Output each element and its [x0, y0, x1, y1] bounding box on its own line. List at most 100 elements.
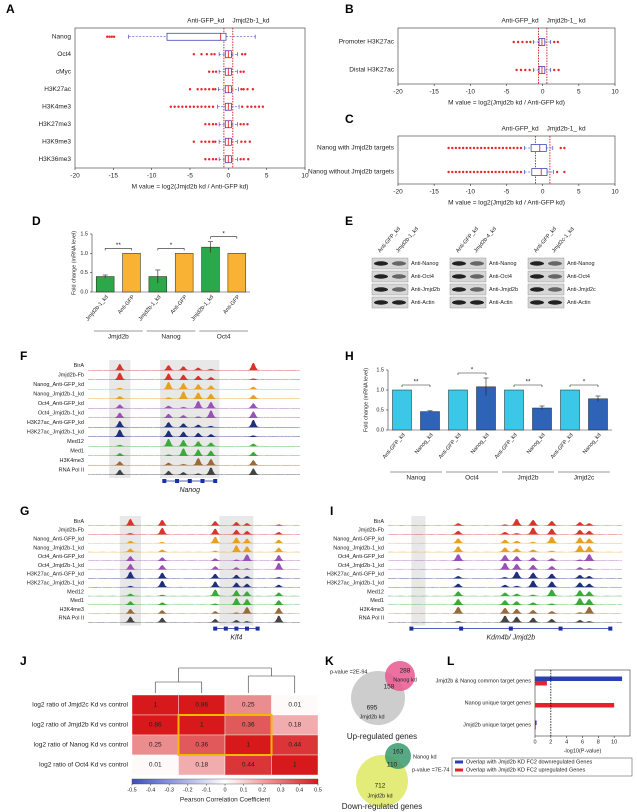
outlier — [512, 40, 515, 44]
x-tick-label: Anti-GFP_kd — [382, 432, 407, 460]
panel-label: K — [325, 654, 334, 668]
row-label: Anti-Actin — [567, 300, 591, 306]
venn-count: 712 — [375, 783, 386, 790]
outlier — [106, 35, 109, 38]
cell-label: 0.25 — [149, 742, 162, 749]
category-label: cMyc — [56, 68, 72, 75]
blot-band — [392, 261, 406, 266]
track-label: BirA — [74, 363, 85, 369]
outlier — [261, 105, 265, 108]
blot-band — [374, 261, 388, 266]
outlier — [244, 140, 247, 143]
venn-circle — [385, 743, 411, 769]
x-tick-label: -15 — [429, 89, 439, 96]
x-tick-label: Anti-GFP_kd — [438, 432, 463, 460]
outlier — [173, 105, 176, 108]
bar — [535, 676, 623, 681]
outlier — [214, 88, 217, 91]
category-label: H3K4me3 — [42, 103, 71, 110]
cell-label: 0.01 — [288, 702, 301, 709]
track-label: Med1 — [370, 598, 384, 604]
track-label: Oct4_Anti-GFP_kd — [38, 554, 84, 560]
x-tick-label: 0 — [541, 189, 545, 196]
venn-title: Down-regulated genes — [342, 802, 423, 811]
track-label: H3K4me3 — [60, 607, 84, 613]
y-tick-label: 0.5 — [376, 407, 384, 413]
bar — [448, 389, 468, 431]
outlier — [498, 146, 501, 150]
outlier — [447, 146, 450, 150]
outlier — [204, 88, 207, 91]
significance-label: * — [222, 230, 225, 237]
track-label: Nanog_Jmjd2b-1_kd — [333, 545, 384, 551]
blot-band — [548, 300, 562, 305]
outlier — [508, 170, 512, 174]
venn-count: 695 — [367, 705, 378, 712]
venn-circle — [385, 661, 415, 691]
outlier — [555, 170, 559, 174]
outlier — [479, 146, 483, 150]
track-label: Oct4_Anti-GFP_kd — [38, 401, 84, 407]
y-axis-label: Fold change (mRNA level) — [71, 231, 77, 295]
outlier — [211, 123, 215, 126]
exon — [175, 479, 180, 483]
outlier — [204, 158, 207, 161]
track-label: Nanog_Jmjd2b-1_kd — [33, 545, 84, 551]
p-value: p-value =7E-74 — [412, 767, 449, 773]
cell-label: 0.86 — [149, 722, 162, 729]
outlier — [214, 140, 217, 143]
blot-background — [449, 296, 487, 309]
track-label: H3K27ac_Anti-GFP_kd — [27, 420, 84, 426]
outlier — [505, 170, 508, 174]
cell-label: 1 — [200, 722, 204, 729]
y-tick-label: 1.0 — [80, 251, 88, 257]
venn-count: 158 — [384, 684, 395, 691]
blot-band — [392, 274, 406, 279]
outlier — [207, 123, 211, 126]
outlier — [240, 105, 244, 108]
track-signal — [388, 536, 622, 544]
outlier — [214, 158, 218, 161]
track-signal — [88, 527, 300, 535]
colorbar-label: Pearson Correlation Coefficient — [180, 797, 270, 804]
panel-label: J — [20, 654, 27, 668]
exon — [200, 479, 205, 483]
blot-background — [449, 257, 487, 270]
outlier — [553, 40, 556, 44]
category-label: H3K9me3 — [42, 138, 71, 145]
outlier — [524, 68, 527, 72]
colorbar-tick-label: 0.4 — [296, 787, 304, 793]
significance-label: ** — [525, 379, 531, 386]
row-label: log2 ratio of Nanog Kd vs control — [34, 742, 129, 749]
track-signal — [388, 519, 622, 526]
outlier — [525, 40, 528, 44]
outlier — [501, 146, 505, 150]
row-label: Anti-Jmjd2b — [489, 287, 518, 293]
blot-band — [530, 300, 544, 305]
x-tick-label: 0 — [227, 173, 231, 180]
legend-label: Overlap with Jmjd2b KD FC2 upregulated G… — [466, 767, 585, 773]
x-tick-label: -5 — [187, 173, 193, 180]
x-tick-label: Jmjd2b-1_kd — [85, 294, 110, 322]
outlier — [240, 88, 243, 91]
outlier — [447, 170, 450, 174]
outlier — [204, 123, 207, 126]
x-tick-label: -5 — [504, 89, 510, 96]
outlier — [454, 170, 458, 174]
outlier — [210, 53, 213, 56]
venn-label: Jmjd2b kd — [367, 793, 392, 799]
bar — [122, 253, 141, 293]
header-label: Jmjd2b-1_ kd — [547, 18, 586, 25]
cell-label: 0.18 — [195, 762, 208, 769]
track-signal — [88, 615, 300, 623]
highlight-box — [177, 714, 273, 756]
track-signal — [388, 545, 622, 553]
gene-name: Kdm4b/ Jmjd2b — [487, 634, 536, 641]
category-label: Jmjd2b & Nanog common target genes — [436, 678, 532, 684]
track-label: Oct4_Jmjd2b-1_kd — [38, 563, 84, 569]
track-signal — [88, 563, 300, 570]
category-label: H3K27me3 — [38, 121, 71, 128]
blot-background — [449, 283, 487, 296]
exon — [255, 626, 260, 631]
box — [531, 168, 548, 176]
